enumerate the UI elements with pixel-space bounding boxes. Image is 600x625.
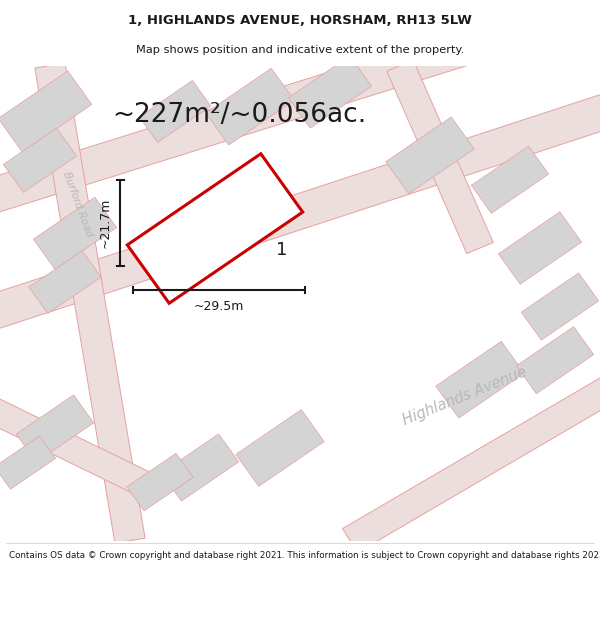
Polygon shape bbox=[161, 434, 239, 501]
Text: 1: 1 bbox=[277, 241, 287, 259]
Text: Burford Road: Burford Road bbox=[62, 170, 94, 238]
Polygon shape bbox=[206, 68, 294, 145]
Polygon shape bbox=[386, 117, 474, 194]
Polygon shape bbox=[499, 212, 581, 284]
Text: Highlands Avenue: Highlands Avenue bbox=[162, 221, 278, 279]
Polygon shape bbox=[436, 341, 524, 418]
Polygon shape bbox=[236, 409, 324, 486]
Text: ~21.7m: ~21.7m bbox=[99, 198, 112, 248]
Polygon shape bbox=[127, 154, 302, 303]
Polygon shape bbox=[35, 63, 145, 543]
Polygon shape bbox=[0, 71, 92, 152]
Polygon shape bbox=[29, 251, 101, 314]
Polygon shape bbox=[34, 198, 116, 269]
Polygon shape bbox=[0, 436, 56, 489]
Polygon shape bbox=[289, 56, 371, 128]
Polygon shape bbox=[127, 453, 193, 511]
Text: 1, HIGHLANDS AVENUE, HORSHAM, RH13 5LW: 1, HIGHLANDS AVENUE, HORSHAM, RH13 5LW bbox=[128, 14, 472, 28]
Polygon shape bbox=[387, 60, 493, 254]
Polygon shape bbox=[4, 128, 77, 192]
Polygon shape bbox=[16, 395, 94, 462]
Polygon shape bbox=[0, 80, 600, 342]
Polygon shape bbox=[521, 273, 599, 340]
Text: ~227m²/~0.056ac.: ~227m²/~0.056ac. bbox=[112, 102, 366, 127]
Polygon shape bbox=[516, 327, 594, 394]
Text: Highlands Avenue: Highlands Avenue bbox=[400, 364, 529, 428]
Text: Map shows position and indicative extent of the property.: Map shows position and indicative extent… bbox=[136, 44, 464, 54]
Polygon shape bbox=[343, 353, 600, 552]
Polygon shape bbox=[0, 0, 600, 226]
Polygon shape bbox=[471, 146, 549, 213]
Polygon shape bbox=[0, 378, 156, 499]
Text: ~29.5m: ~29.5m bbox=[194, 300, 244, 312]
Text: Contains OS data © Crown copyright and database right 2021. This information is : Contains OS data © Crown copyright and d… bbox=[9, 551, 600, 560]
Polygon shape bbox=[139, 81, 211, 142]
